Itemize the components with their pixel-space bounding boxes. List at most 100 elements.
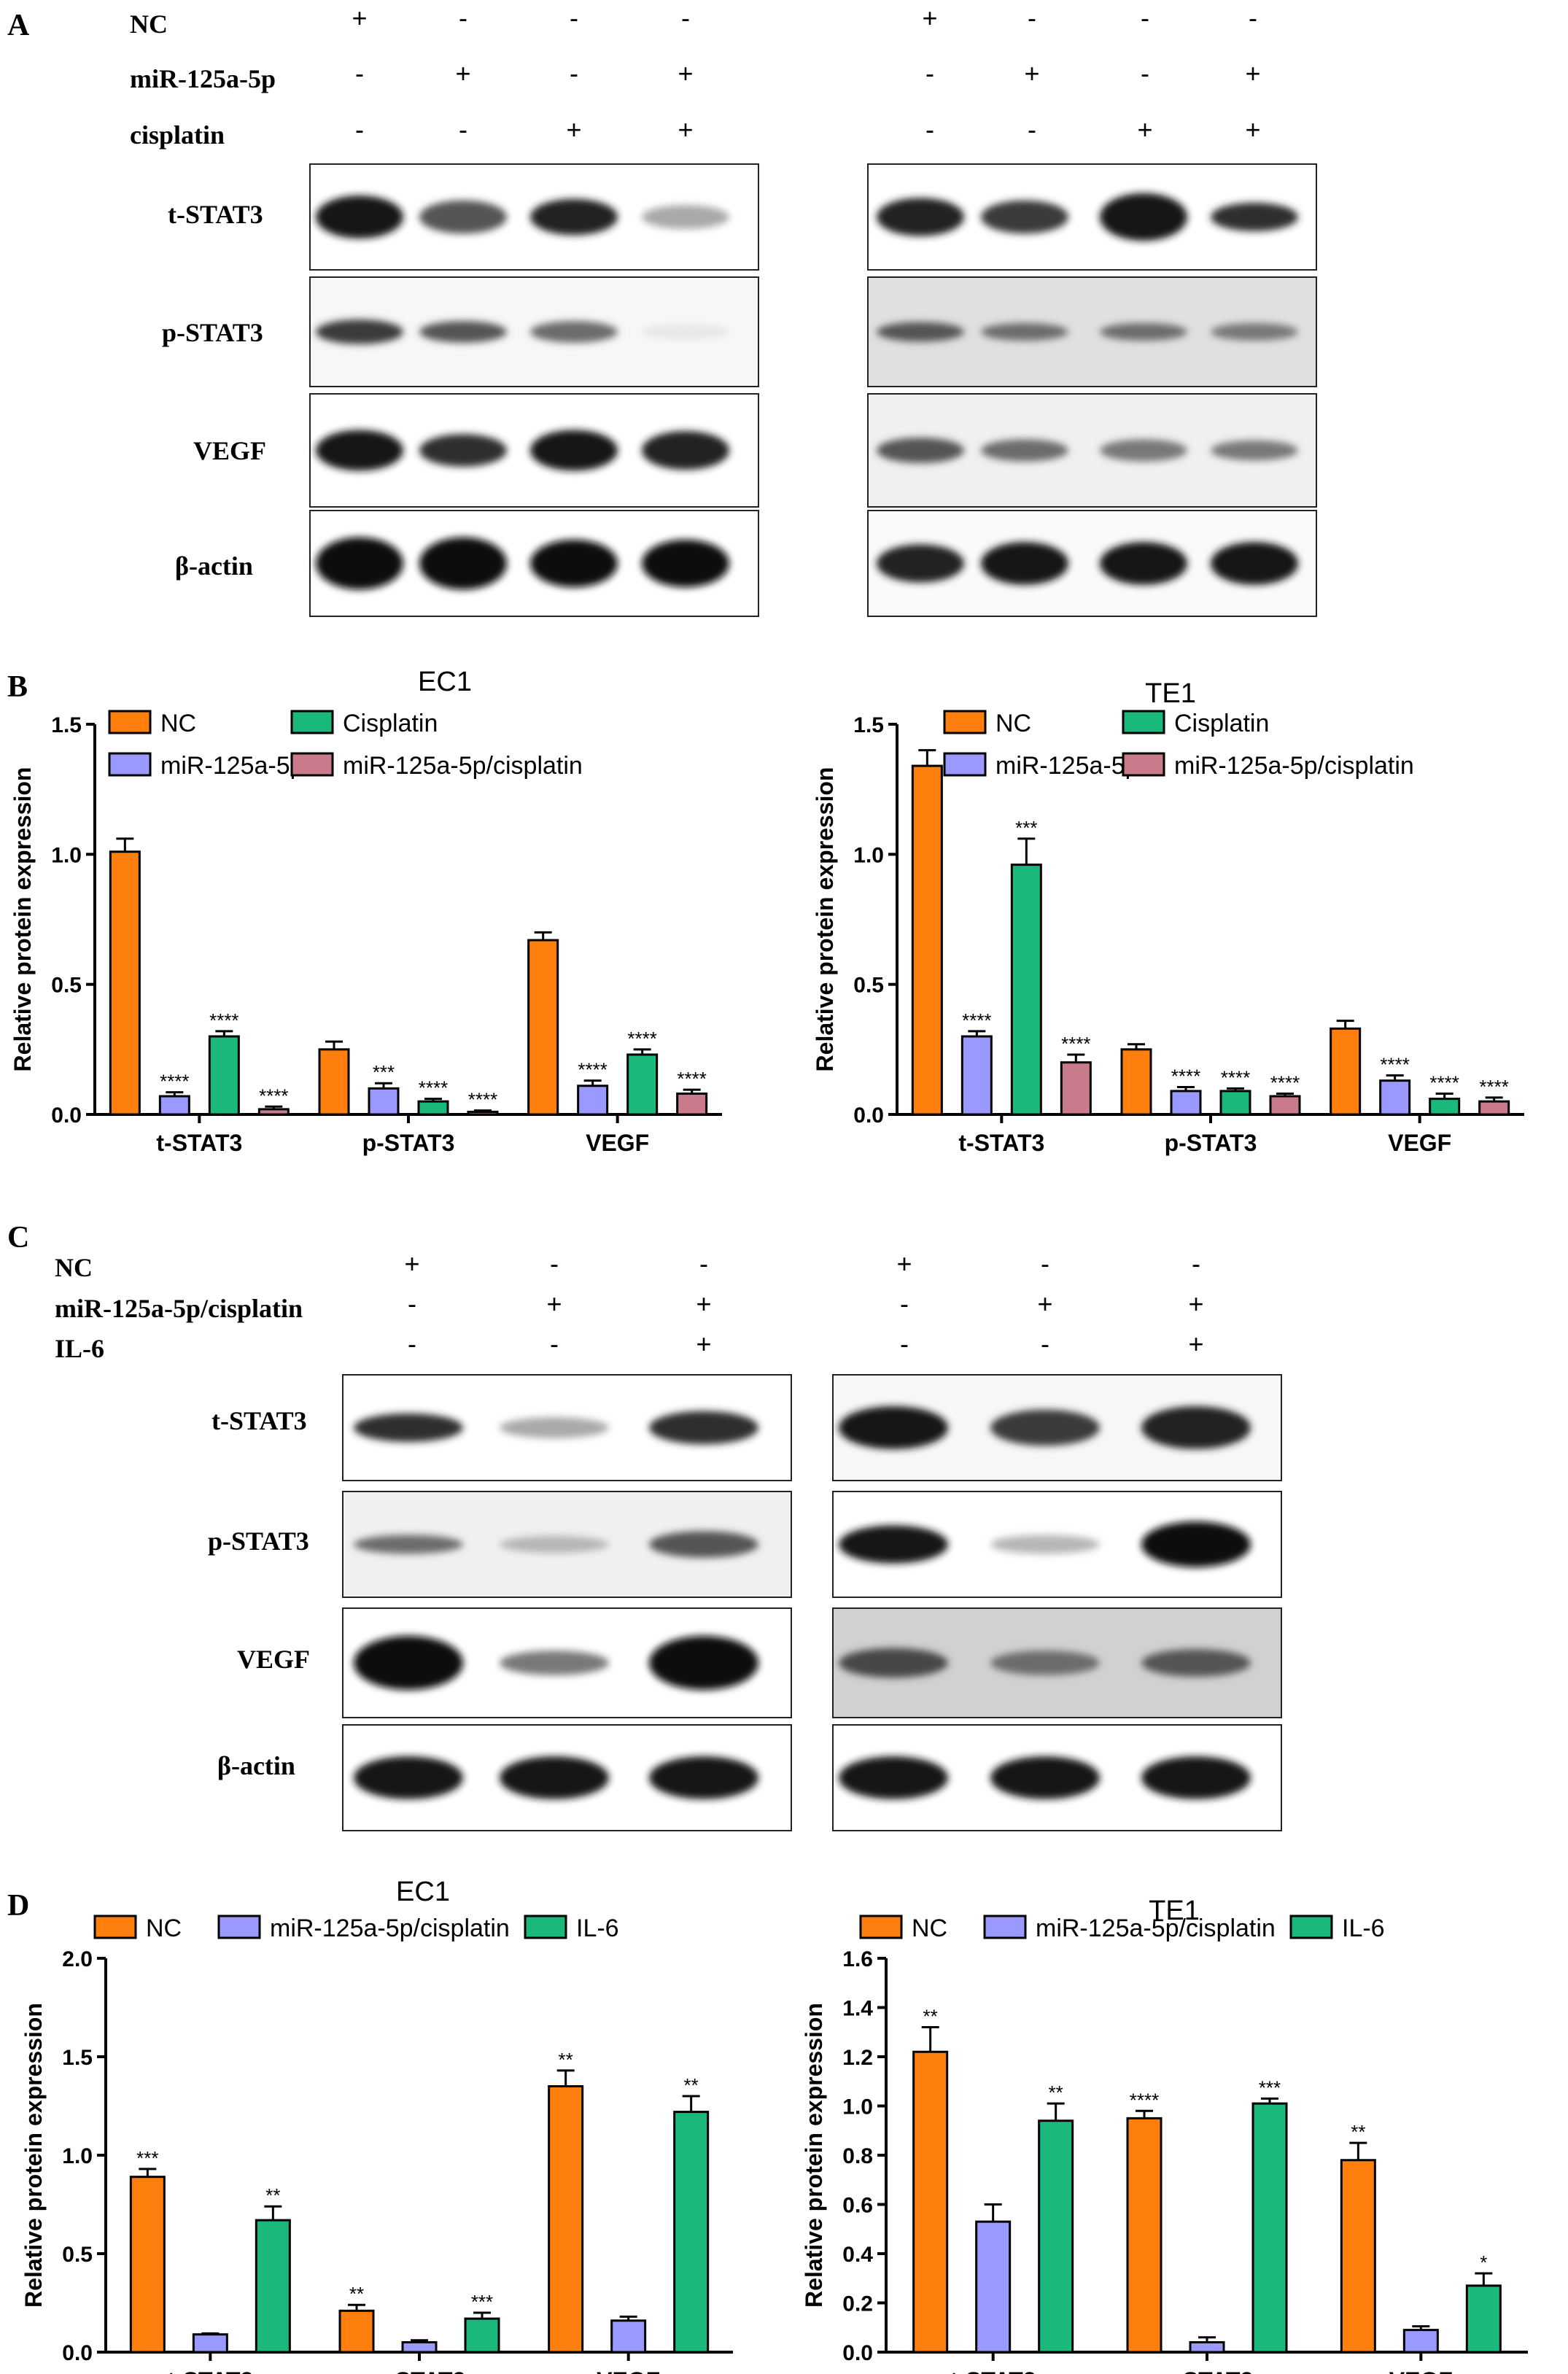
treatment-sign: - <box>900 1329 909 1359</box>
protein-band <box>500 1650 609 1675</box>
protein-band <box>649 1635 758 1691</box>
protein-band <box>990 1756 1100 1799</box>
significance-label: **** <box>1479 1076 1508 1098</box>
y-tick-label: 0.5 <box>51 974 82 998</box>
protein-band <box>1100 193 1187 241</box>
protein-band <box>877 322 964 342</box>
row-label-p-stat3: p-STAT3 <box>162 318 263 347</box>
treatment-sign: + <box>1245 115 1260 144</box>
y-tick-label: 0.5 <box>62 2243 93 2267</box>
bar <box>129 2176 166 2354</box>
bar <box>548 2085 584 2354</box>
protein-band <box>1141 1756 1251 1799</box>
bar <box>1170 1090 1202 1116</box>
treatment-sign: + <box>678 58 693 88</box>
treatment-sign: - <box>681 3 690 33</box>
significance-label: **** <box>1061 1033 1090 1055</box>
protein-band <box>316 430 403 471</box>
protein-band <box>839 1648 948 1678</box>
row-label-vegf: VEGF <box>237 1645 310 1674</box>
significance-label: **** <box>1380 1054 1409 1076</box>
protein-band <box>1211 202 1298 232</box>
protein-band <box>419 321 507 343</box>
treatment-sign: + <box>1137 115 1152 144</box>
protein-band <box>981 542 1068 585</box>
treatment-sign: - <box>1141 3 1149 33</box>
treatment-sign: - <box>570 58 578 88</box>
protein-band <box>1141 1649 1251 1677</box>
bar <box>192 2333 228 2354</box>
treatment-label-nc: NC <box>55 1253 93 1282</box>
bar <box>673 2111 710 2354</box>
protein-band <box>877 544 964 583</box>
protein-band <box>530 430 618 471</box>
x-tick-label: VEGF <box>586 1130 649 1156</box>
western-blot-left <box>309 163 759 617</box>
protein-band <box>649 1411 758 1445</box>
protein-band <box>316 195 403 238</box>
bar <box>1189 2341 1225 2354</box>
protein-band <box>419 200 507 234</box>
protein-band <box>990 1650 1100 1675</box>
legend-label: miR-125a-5p/cisplatin <box>270 1915 510 1942</box>
protein-band <box>649 1531 758 1558</box>
bar <box>1429 1098 1461 1116</box>
treatment-sign: - <box>925 115 934 144</box>
bar-chart-b-ec1: EC1 0.0 0.5 1.0 1.5 Relative protein expressi… <box>9 667 722 1156</box>
treatment-sign: - <box>459 115 467 144</box>
protein-band <box>990 1535 1100 1554</box>
bar <box>318 1048 350 1116</box>
legend-label: NC <box>995 710 1031 737</box>
treatment-sign: - <box>1028 3 1036 33</box>
protein-band <box>354 1413 463 1443</box>
legend-label: miR-125a-5p/cisplatin <box>1174 752 1414 780</box>
significance-label: ** <box>923 2006 938 2028</box>
legend-label: IL-6 <box>576 1915 619 1942</box>
bar <box>368 1087 400 1116</box>
panel-letter-a: A <box>7 9 30 42</box>
legend-label: miR-125a-5p/cisplatin <box>1036 1915 1276 1942</box>
y-axis-label: Relative protein expression <box>801 2003 827 2308</box>
significance-label: *** <box>1259 2076 1281 2098</box>
y-tick-label: 1.0 <box>853 843 884 867</box>
legend-label: IL-6 <box>1342 1915 1385 1942</box>
treatment-sign: + <box>1037 1289 1052 1319</box>
significance-label: ** <box>1351 2121 1365 2143</box>
bar <box>467 1110 499 1116</box>
y-tick-label: 0.2 <box>842 2292 873 2316</box>
x-tick-label: t-STAT3 <box>167 2367 253 2374</box>
bar <box>1478 1100 1510 1116</box>
treatment-sign: - <box>1041 1329 1049 1359</box>
panel-a: A NC miR-125a-5p cisplatin + + - - - - - - - - + + -… <box>7 3 1317 617</box>
bar <box>577 1085 609 1116</box>
treatment-sign: + <box>352 3 367 33</box>
x-tick-label: VEGF <box>597 2367 660 2374</box>
protein-band <box>354 1756 463 1799</box>
bar <box>1060 1061 1092 1116</box>
y-tick-label: 0.5 <box>853 974 884 998</box>
significance-label: *** <box>373 1061 395 1083</box>
bar <box>257 1108 290 1116</box>
treatment-sign: - <box>408 1329 416 1359</box>
y-axis-label: Relative protein expression <box>20 2003 47 2308</box>
treatment-sign: + <box>1024 58 1039 88</box>
significance-label: *** <box>471 2291 493 2313</box>
y-tick-label: 1.0 <box>842 2095 873 2119</box>
protein-band <box>1211 322 1298 341</box>
legend-swatch <box>1122 752 1165 777</box>
legend-swatch <box>1289 1915 1333 1939</box>
protein-band <box>1211 440 1298 461</box>
bar <box>912 2050 949 2354</box>
treatment-signs: + + - - - - - - - - + + - - + + - - - - + + + + <box>352 3 1260 144</box>
treatment-sign: + <box>1188 1329 1203 1359</box>
row-label-p-stat3: p-STAT3 <box>208 1527 309 1556</box>
legend-swatch <box>108 752 152 777</box>
treatment-sign: - <box>900 1289 909 1319</box>
bar <box>109 850 141 1116</box>
treatment-label-mir-cisplatin: miR-125a-5p/cisplatin <box>55 1294 303 1323</box>
protein-band <box>642 430 729 470</box>
bar-chart-d-ec1: EC1 0.0 0.5 1.0 1.5 2.0 Relative protein expre… <box>20 1877 733 2374</box>
significance-label: **** <box>419 1077 448 1099</box>
y-tick-label: 1.2 <box>842 2046 873 2070</box>
bar <box>1379 1079 1411 1116</box>
